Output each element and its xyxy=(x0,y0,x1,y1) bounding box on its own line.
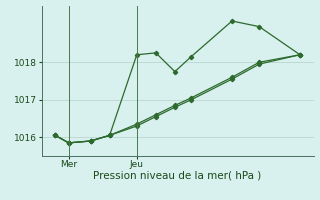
X-axis label: Pression niveau de la mer( hPa ): Pression niveau de la mer( hPa ) xyxy=(93,171,262,181)
